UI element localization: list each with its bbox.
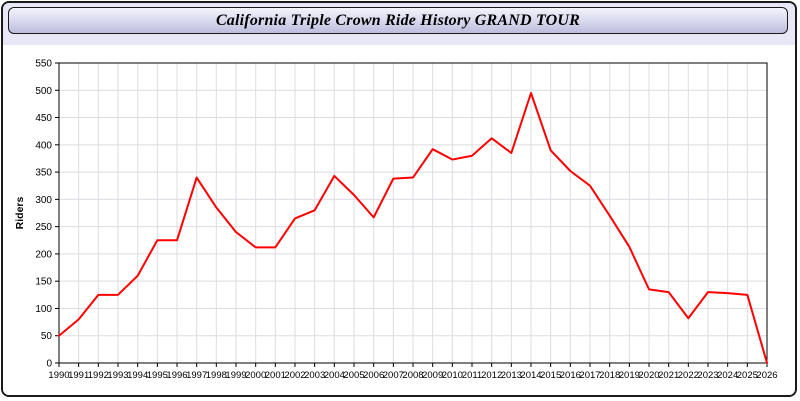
x-tick-label: 2000	[245, 370, 266, 381]
x-tick-label: 2019	[619, 370, 640, 381]
x-tick-label: 2001	[265, 370, 286, 381]
x-tick-label: 2005	[343, 370, 364, 381]
y-tick-label: 50	[41, 331, 53, 342]
y-tick-label: 0	[46, 359, 52, 370]
x-tick-label: 2012	[481, 370, 502, 381]
x-tick-label: 1998	[206, 370, 227, 381]
y-tick-label: 200	[35, 249, 52, 260]
x-tick-label: 1993	[107, 370, 128, 381]
y-tick-label: 350	[35, 168, 52, 179]
x-tick-label: 2006	[363, 370, 384, 381]
y-tick-label: 100	[35, 304, 52, 315]
x-tick-label: 2014	[520, 370, 541, 381]
x-tick-label: 2025	[737, 370, 758, 381]
chart-panel: 0 50 100 150 200 250 300 350 400 450 500 550 1990 199…	[3, 45, 795, 395]
x-tick-label: 2023	[697, 370, 718, 381]
x-tick-label: 2003	[304, 370, 325, 381]
x-tick-label: 2010	[442, 370, 463, 381]
x-tick-label: 1996	[166, 370, 187, 381]
x-tick-label: 2024	[717, 370, 738, 381]
x-tick-label: 2002	[284, 370, 305, 381]
x-tick-label: 2009	[422, 370, 443, 381]
y-tick-label: 450	[35, 113, 52, 124]
y-axis-label: Riders	[14, 197, 26, 230]
riders-series-line	[58, 92, 768, 364]
x-tick-label: 1997	[186, 370, 207, 381]
x-tick-label: 2007	[383, 370, 404, 381]
x-tick-label: 2004	[324, 370, 345, 381]
x-tick-label: 1995	[147, 370, 168, 381]
y-tick-label: 550	[35, 59, 52, 70]
page-title: California Triple Crown Ride History GRA…	[215, 11, 581, 29]
y-tick-label: 400	[35, 140, 52, 151]
x-tick-label: 1992	[88, 370, 109, 381]
x-tick-label: 1999	[225, 370, 246, 381]
x-tick-label: 2016	[560, 370, 581, 381]
y-tick-label: 150	[35, 277, 52, 288]
x-tick-label: 2022	[678, 370, 699, 381]
x-tick-label: 2008	[402, 370, 423, 381]
x-tick-label: 1991	[68, 370, 89, 381]
x-tick-label: 2020	[638, 370, 659, 381]
x-tick-label: 2011	[462, 370, 482, 381]
x-tick-label: 2026	[756, 370, 777, 381]
x-tick-label: 2015	[540, 370, 561, 381]
line-chart: 0501001502002503003504004505005501990199…	[14, 59, 778, 382]
y-tick-label: 500	[35, 86, 52, 97]
x-tick-label: 2021	[658, 370, 679, 381]
header-strip: California Triple Crown Ride History GRA…	[3, 3, 795, 46]
x-tick-label: 1994	[127, 370, 148, 381]
x-tick-label: 2013	[501, 370, 522, 381]
x-tick-label: 1990	[48, 370, 69, 381]
x-tick-label: 2017	[579, 370, 600, 381]
y-tick-label: 250	[35, 222, 52, 233]
x-tick-label: 2018	[599, 370, 620, 381]
y-tick-label: 300	[35, 195, 52, 206]
chart-title-bar: California Triple Crown Ride History GRA…	[8, 7, 788, 34]
